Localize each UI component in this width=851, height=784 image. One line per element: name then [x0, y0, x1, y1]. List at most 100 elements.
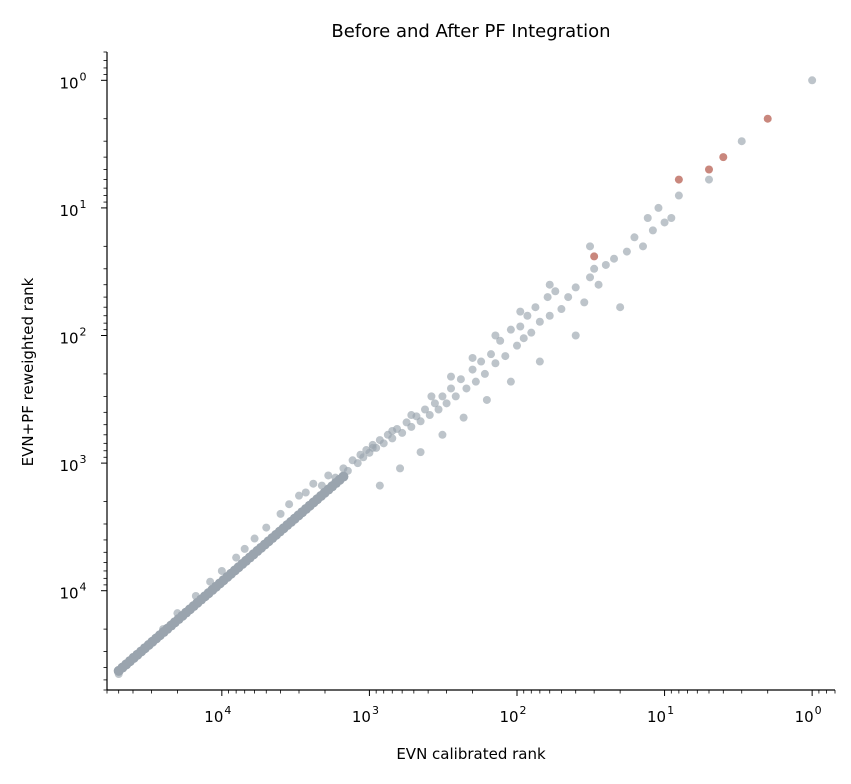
x-tick-exponent: 0	[815, 704, 822, 717]
data-point	[660, 218, 669, 227]
data-point	[240, 544, 249, 553]
y-tick-exponent: 4	[80, 581, 87, 594]
data-point	[580, 298, 589, 307]
data-point	[468, 365, 477, 374]
data-point	[648, 226, 657, 235]
data-point	[477, 357, 486, 366]
data-point	[516, 307, 525, 316]
data-point	[356, 450, 365, 459]
data-point	[610, 254, 619, 263]
data-point	[375, 436, 384, 445]
highlighted-point	[590, 252, 599, 261]
data-point	[654, 203, 663, 212]
y-axis-ticks: 104 1 0 3 102 101 100	[59, 51, 107, 691]
data-point	[557, 305, 566, 314]
x-tick-label: 103	[352, 704, 379, 726]
x-tick-label: 100	[795, 704, 822, 726]
data-point	[737, 137, 746, 146]
data-point	[639, 242, 647, 251]
data-point	[276, 509, 285, 518]
data-point	[501, 352, 510, 361]
chart-title: Before and After PF Integration	[331, 21, 610, 42]
data-point	[262, 523, 271, 532]
highlighted-point	[704, 165, 713, 174]
data-point	[113, 665, 124, 676]
y-tick-exponent: 0	[80, 70, 87, 83]
data-point	[438, 392, 447, 401]
x-tick-exponent: 4	[224, 704, 231, 717]
data-point	[285, 500, 294, 509]
x-tick-exponent: 3	[372, 704, 379, 717]
y-tick-label: 101	[59, 198, 86, 220]
data-point	[527, 328, 536, 337]
data-point	[491, 331, 500, 340]
data-point	[543, 293, 552, 302]
data-point	[407, 411, 416, 420]
data-point	[616, 303, 625, 312]
data-point	[459, 413, 468, 422]
data-point	[523, 311, 532, 320]
data-point	[535, 317, 544, 326]
data-point	[506, 325, 515, 334]
y-tick-exponent: 3	[80, 453, 87, 466]
data-point	[438, 430, 447, 439]
data-point	[295, 491, 303, 500]
highlighted-point	[763, 114, 772, 123]
data-point	[564, 293, 573, 302]
data-point	[232, 553, 241, 562]
data-point	[482, 395, 491, 404]
data-point	[590, 264, 599, 273]
data-point	[601, 260, 610, 269]
data-point	[545, 311, 554, 320]
highlighted-point	[674, 175, 683, 184]
data-point	[468, 353, 477, 362]
data-point	[425, 411, 434, 420]
data-point	[447, 384, 455, 393]
x-tick-label: 104	[204, 704, 231, 726]
data-point	[250, 534, 259, 543]
data-point	[496, 336, 505, 345]
data-point	[434, 405, 443, 414]
data-point	[519, 334, 528, 343]
y-tick-label: 100	[59, 70, 86, 92]
x-tick-label: 101	[647, 704, 674, 726]
data-point	[309, 479, 318, 488]
data-point	[491, 359, 500, 368]
y-axis-label: EVN+PF reweighted rank	[19, 277, 37, 466]
y-tick-exponent: 1	[80, 198, 87, 211]
data-point	[531, 303, 540, 312]
data-point	[339, 464, 348, 473]
data-point	[421, 405, 430, 414]
data-point	[442, 399, 451, 408]
x-tick-exponent: 2	[520, 704, 527, 717]
data-point	[535, 357, 544, 366]
data-point	[571, 331, 580, 340]
x-tick-label: 102	[499, 704, 526, 726]
data-point	[506, 377, 515, 386]
data-point	[324, 471, 333, 480]
data-point	[586, 242, 595, 251]
data-point	[217, 566, 226, 575]
data-point	[516, 322, 525, 331]
data-point	[416, 448, 425, 457]
y-tick-label: 104	[59, 581, 86, 603]
data-point	[674, 191, 683, 200]
data-point	[551, 287, 560, 296]
highlighted-point	[719, 153, 728, 162]
data-point	[368, 443, 377, 452]
data-point	[594, 280, 603, 289]
data-point	[704, 175, 713, 184]
data-point	[808, 76, 817, 85]
data-point	[396, 464, 405, 473]
data-point	[462, 384, 471, 393]
data-point	[430, 399, 439, 408]
x-axis-label: EVN calibrated rank	[396, 745, 546, 763]
y-tick-label: 102	[59, 326, 86, 348]
plot-area	[113, 76, 817, 679]
data-point	[348, 456, 357, 465]
data-point	[447, 372, 455, 381]
data-point	[630, 233, 639, 242]
x-axis-ticks: 104 103 102 101 100	[106, 690, 836, 726]
data-point	[667, 214, 676, 223]
